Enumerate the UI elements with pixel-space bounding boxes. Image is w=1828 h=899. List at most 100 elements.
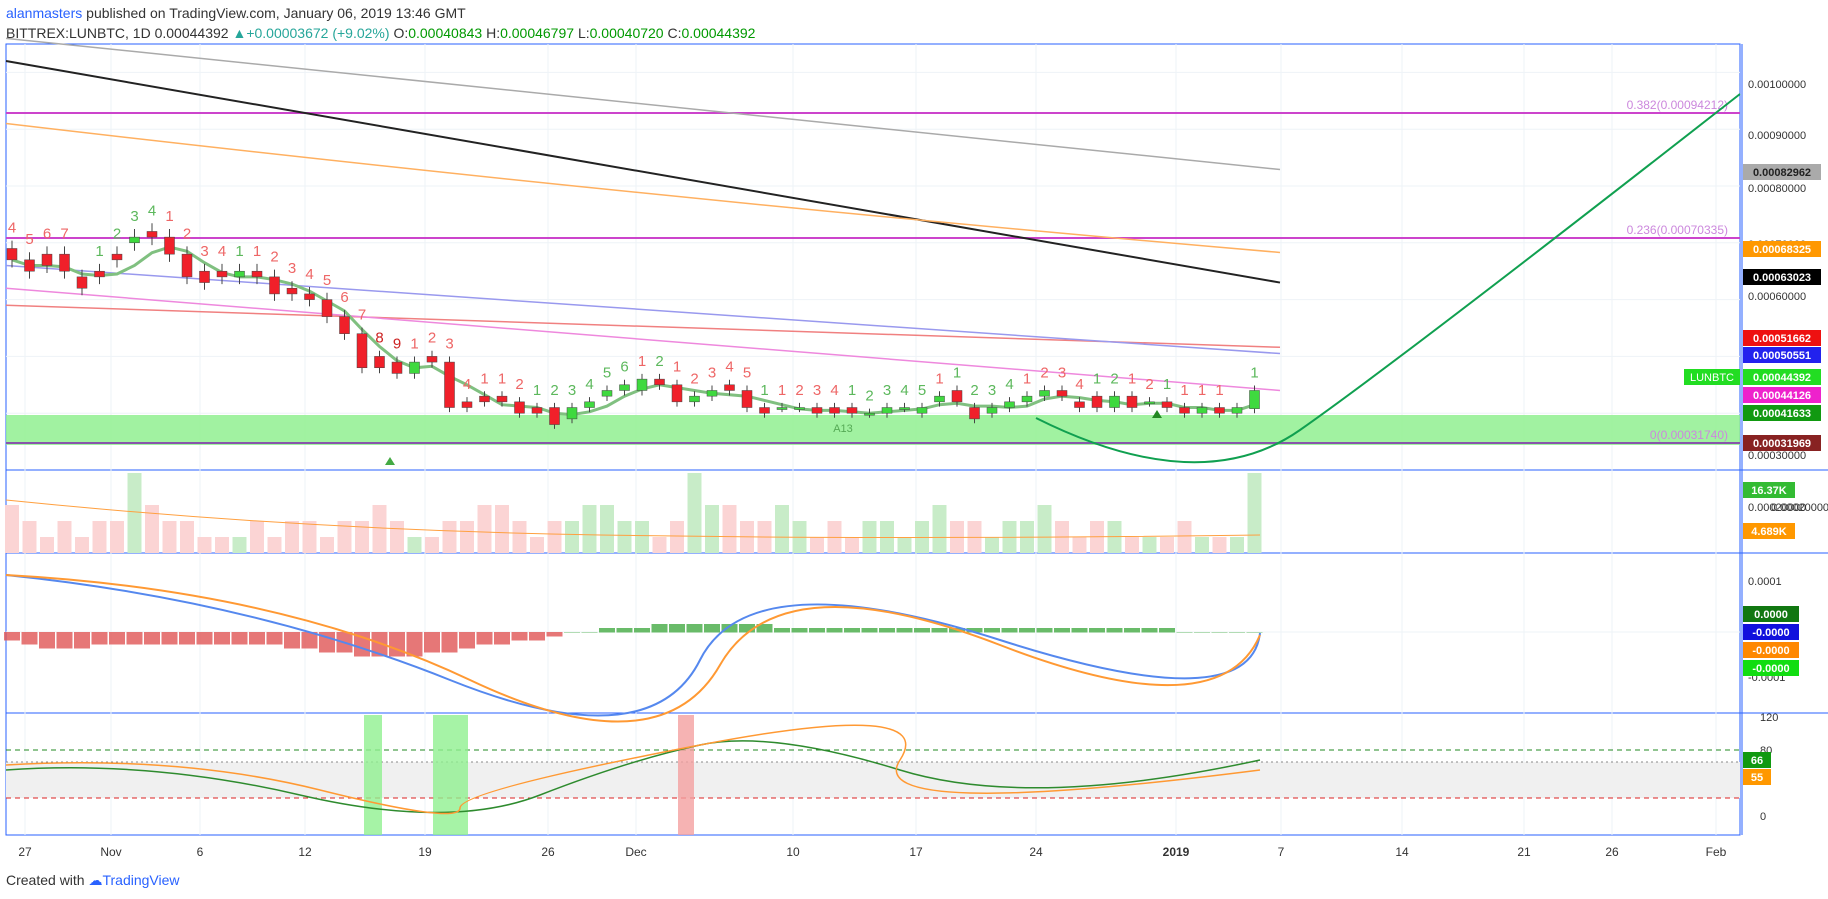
macd-hist-bar-28: [494, 632, 510, 645]
macd-hist-bar-40: [704, 624, 720, 633]
up-arrow-icon: ▲: [232, 25, 247, 41]
td-count-44: 1: [778, 382, 786, 399]
candle-body: [759, 407, 770, 414]
macd-hist-bar-18: [319, 632, 335, 653]
candle-body: [391, 361, 403, 374]
candle-body: [41, 253, 53, 266]
td-count-23: 1: [410, 336, 418, 353]
macd-hist-bar-71: [1246, 632, 1263, 633]
td-count-7: 3: [130, 208, 138, 225]
candle-body: [549, 407, 560, 425]
candle-54: [951, 385, 963, 407]
td-count-16: 3: [288, 260, 296, 277]
macd-hist-bar-37: [651, 624, 668, 633]
td-count-3: 7: [60, 225, 68, 242]
macd-hist-bar-45: [791, 628, 808, 633]
td-count-5: 1: [95, 243, 103, 260]
price-label-box-8: [1743, 435, 1821, 451]
candle-body: [164, 236, 175, 255]
candle-body: [1249, 390, 1260, 409]
candle-62: [1091, 391, 1103, 413]
stoch-line: [5, 724, 1261, 815]
price-label-box-7: [1743, 405, 1821, 421]
volume-bar-61: [1072, 537, 1087, 553]
tradingview-link[interactable]: TradingView: [102, 872, 180, 888]
volume-label-1: 4.689K: [1751, 526, 1787, 538]
macd-hist-bar-22: [389, 632, 405, 657]
candle-68: [1196, 402, 1208, 418]
price-label-box-2: [1743, 269, 1821, 285]
candle-31: [549, 402, 560, 429]
candle-1: [24, 252, 35, 279]
macd-hist-bar-4: [74, 632, 90, 649]
candle-36: [636, 373, 648, 396]
td-count-52: 5: [918, 382, 926, 399]
candle-41: [724, 379, 735, 396]
td-count-62: 1: [1093, 370, 1101, 387]
macd-hist-bar-25: [441, 632, 458, 653]
x-tick-6: Dec: [625, 845, 646, 859]
candle-body: [934, 395, 945, 403]
td-count-14: 1: [253, 243, 261, 260]
td-count-64: 1: [1128, 370, 1136, 387]
candle-body: [251, 270, 263, 278]
candle-body: [321, 299, 333, 317]
candle-body: [59, 253, 70, 272]
x-tick-8: 17: [909, 845, 923, 859]
macd-hist-bar-33: [581, 632, 598, 633]
candle-6: [111, 246, 123, 268]
candle-body: [111, 253, 123, 261]
macd-hist-bar-61: [1071, 628, 1088, 633]
candle-11: [199, 263, 210, 290]
candle-body: [1074, 401, 1085, 408]
volume-bar-71: [1247, 473, 1262, 553]
candle-16: [286, 281, 298, 301]
macd-hist-bar-17: [301, 632, 318, 649]
x-tick-12: 14: [1395, 845, 1409, 859]
volume-bar-14: [250, 521, 264, 553]
candle-52: [916, 402, 928, 418]
macd-hist-bar-21: [371, 632, 388, 657]
macd-hist-bar-24: [424, 632, 440, 653]
volume-bar-23: [407, 537, 422, 553]
volume-bar-38: [670, 521, 684, 553]
td-count-53: 1: [935, 370, 943, 387]
macd-hist-bar-26: [459, 632, 475, 649]
macd-hist-bar-51: [896, 628, 913, 633]
candle-body: [1056, 390, 1068, 397]
td-count-10: 2: [183, 225, 191, 242]
macd-label-0: 0.0000: [1754, 609, 1788, 621]
macd-hist-bar-0: [4, 632, 20, 641]
footer: Created with ☁TradingView: [6, 872, 180, 889]
td-count-19: 6: [340, 289, 348, 306]
td-count-36: 1: [638, 353, 646, 370]
oversold-zone-1: [433, 715, 468, 835]
volume-bar-22: [390, 521, 404, 553]
ohlc-line: BITTREX:LUNBTC, 1D 0.00044392 ▲+0.000036…: [6, 24, 755, 42]
volume-bar-1: [22, 521, 37, 553]
td-count-34: 5: [603, 364, 611, 381]
x-tick-14: 26: [1605, 845, 1619, 859]
td-count-20: 7: [358, 307, 366, 324]
volume-label-0: 16.37K: [1751, 485, 1787, 497]
macd-hist-bar-44: [774, 628, 790, 633]
price-label-box-5: [1743, 369, 1821, 385]
moving-average-line-1: [5, 60, 1281, 284]
td-count-35: 6: [620, 359, 628, 376]
macd-hist-bar-15: [266, 632, 283, 645]
macd-hist-bar-8: [144, 632, 160, 645]
volume-bar-69: [1212, 537, 1227, 553]
rsi-line: [5, 740, 1261, 814]
candle-body: [794, 407, 805, 410]
x-tick-15: Feb: [1706, 845, 1727, 859]
x-tick-5: 26: [541, 845, 555, 859]
publisher-user[interactable]: alanmasters: [6, 5, 83, 21]
macd-hist-bar-35: [616, 628, 633, 633]
td-count-42: 5: [743, 364, 751, 381]
td-count-68: 1: [1198, 382, 1206, 399]
td-count-8: 4: [148, 202, 156, 219]
volume-bar-65: [1142, 537, 1157, 553]
price-label-5: 0.00044392: [1753, 372, 1811, 384]
